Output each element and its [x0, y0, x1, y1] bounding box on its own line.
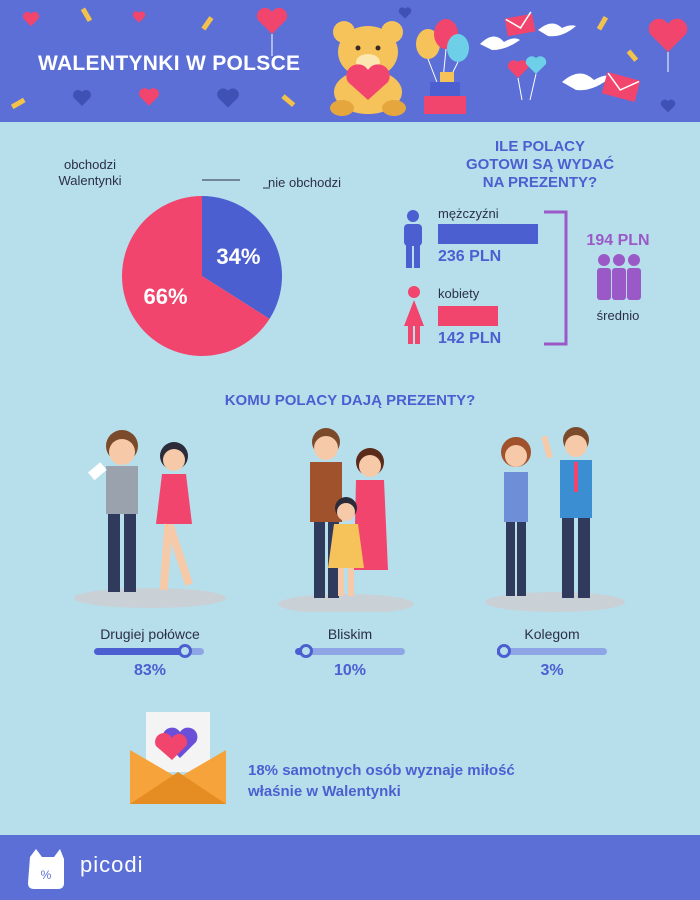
envelope-icon — [504, 11, 641, 103]
heart-icon — [132, 11, 146, 23]
spending-title: ILE POLACY GOTOWI SĄ WYDAĆ NA PREZENTY? — [465, 138, 615, 191]
recipient-bar-knob — [299, 644, 313, 658]
recipients-title: KOMU POLACY DAJĄ PREZENTY? — [224, 392, 476, 409]
recipient-value: 10% — [333, 662, 367, 679]
heart-balloon-icon — [507, 56, 547, 101]
footer: % picodi — [0, 835, 700, 900]
pie-chart: 34% 66% — [122, 179, 282, 356]
brand-name: picodi — [80, 852, 144, 877]
heart-icon — [660, 99, 676, 113]
recipient-bar — [295, 644, 405, 658]
pie-slice-label: 34% — [216, 244, 260, 269]
group-people-icon — [597, 254, 641, 300]
average-value: 194 PLN — [586, 232, 650, 249]
picodi-logo-icon: % — [28, 849, 64, 889]
heart-balloon-icon — [256, 7, 288, 56]
heart-icon — [398, 7, 412, 19]
women-value: 142 PLN — [438, 330, 502, 347]
recipient-value: 83% — [133, 662, 167, 679]
bar-women — [438, 306, 499, 326]
pie-slice — [202, 196, 282, 319]
recipient-label: Drugiej połówce — [100, 626, 200, 642]
recipient-bar-fill — [94, 648, 186, 655]
heart-icon — [217, 88, 239, 108]
recipient-bar-knob — [497, 644, 511, 658]
heart-icon — [22, 11, 40, 27]
women-label: kobiety — [438, 286, 480, 301]
pie-slice-label: 66% — [144, 284, 188, 309]
header-banner: WALENTYNKI W POLSCE — [0, 0, 700, 122]
woman-icon — [404, 286, 424, 344]
confetti-icon — [10, 7, 639, 110]
teddy-bear-icon — [330, 21, 406, 116]
recipient-bar-rest — [185, 648, 204, 655]
men-label: mężczyźni — [438, 206, 499, 221]
gift-box-icon — [424, 72, 466, 114]
family-illustration — [278, 428, 414, 612]
recipient-bar — [497, 644, 607, 658]
heart-icon — [139, 88, 159, 106]
heart-icon — [73, 90, 91, 106]
love-letter-icon — [130, 712, 226, 804]
footnote-text: 18% samotnych osób wyznaje miłość właśni… — [248, 762, 515, 800]
svg-text:%: % — [41, 868, 52, 882]
recipient-label: Kolegom — [524, 626, 580, 642]
recipient-bar-rest — [500, 648, 607, 655]
recipient-bar-rest — [306, 648, 405, 655]
recipient-bar-knob — [178, 644, 193, 658]
average-bracket — [544, 210, 568, 346]
bar-men — [438, 224, 538, 244]
couple-illustration — [74, 430, 226, 608]
page-title: WALENTYNKI W POLSCE — [38, 52, 301, 75]
dove-icon — [480, 23, 612, 91]
colleagues-illustration — [485, 427, 625, 612]
heart-balloon-icon — [648, 18, 688, 72]
average-label: średnio — [596, 308, 640, 323]
header-decorations — [10, 7, 688, 116]
man-icon — [404, 210, 422, 268]
main-content: obchodzi Walentynki nie obchodzi 34% 66% … — [0, 122, 700, 835]
recipient-value: 3% — [540, 662, 564, 679]
pie-label-celebrate: obchodzi Walentynki — [58, 157, 122, 188]
recipient-bar — [94, 644, 204, 658]
pie-slice — [122, 196, 270, 356]
recipient-label: Bliskim — [327, 626, 373, 642]
men-value: 236 PLN — [438, 248, 502, 265]
pie-label-not: nie obchodzi — [268, 175, 341, 190]
